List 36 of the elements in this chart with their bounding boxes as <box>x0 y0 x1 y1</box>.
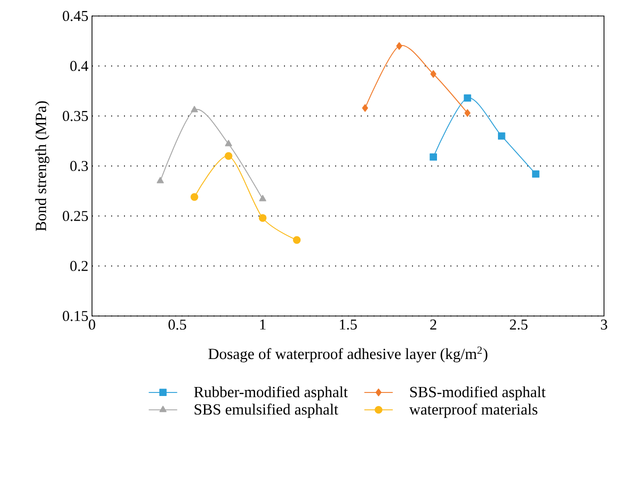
x-axis-title: Dosage of waterproof adhesive layer (kg/m$^{2}$) <box>208 346 488 362</box>
legend-label: SBS-modified asphalt <box>410 386 546 400</box>
y-tick-label: 0.3 <box>70 160 88 172</box>
point <box>532 170 540 178</box>
legend-label: SBS emulsified asphalt <box>194 404 338 418</box>
point <box>224 140 232 146</box>
y-tick-label: 0.35 <box>62 110 88 122</box>
point <box>292 236 301 244</box>
y-tick-label: 0.4 <box>70 60 88 72</box>
y-tick-label: 0.2 <box>70 260 88 272</box>
legend-label: Rubber-modified asphalt <box>194 386 348 400</box>
point <box>259 194 266 202</box>
x-tick-label: 1 <box>260 320 266 330</box>
point <box>430 153 437 161</box>
legend-label: waterproof materials <box>409 404 538 418</box>
point <box>498 132 506 140</box>
x-tick-label: 1.5 <box>340 320 357 330</box>
y-tick-label: 0.25 <box>62 210 88 222</box>
point <box>464 94 472 102</box>
point <box>190 193 198 201</box>
point <box>396 42 402 50</box>
point <box>156 176 164 184</box>
point <box>362 104 368 112</box>
point <box>224 152 232 160</box>
x-tick-label: 2.5 <box>510 320 528 330</box>
point <box>190 106 198 112</box>
y-tick-label: 0.45 <box>62 10 88 22</box>
x-tick-label: 0 <box>88 320 96 330</box>
point <box>464 109 470 117</box>
x-tick-label: 3 <box>600 320 608 330</box>
x-tick-label: 0.5 <box>168 320 186 330</box>
point <box>258 214 267 222</box>
x-tick-label: 2 <box>430 320 436 330</box>
point <box>430 70 436 78</box>
y-axis-title: Bond strength (MPa) <box>35 101 50 231</box>
y-tick-label: 0.15 <box>62 310 88 322</box>
